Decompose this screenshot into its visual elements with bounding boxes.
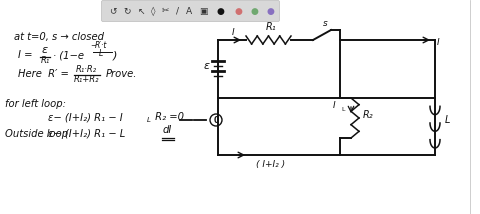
Text: R₂ =0: R₂ =0 — [152, 112, 184, 122]
Text: ↺: ↺ — [109, 6, 117, 15]
Text: L: L — [99, 49, 103, 58]
Text: R₁·R₂: R₁·R₂ — [76, 65, 97, 74]
Text: R₁+R₂: R₁+R₂ — [74, 75, 99, 84]
Text: Outside loop: Outside loop — [5, 129, 68, 139]
Text: I =: I = — [18, 50, 33, 60]
Text: ε: ε — [42, 45, 48, 55]
Text: for left loop:: for left loop: — [5, 99, 66, 109]
Text: I: I — [333, 101, 336, 110]
Text: ●: ● — [266, 6, 274, 15]
Text: /: / — [176, 6, 179, 15]
Text: · (1−e: · (1−e — [53, 50, 84, 60]
Text: ◊: ◊ — [151, 6, 155, 16]
Text: Prove.: Prove. — [106, 69, 137, 79]
Text: ): ) — [113, 50, 118, 60]
Text: ●: ● — [216, 6, 224, 15]
Text: A: A — [186, 6, 192, 15]
FancyBboxPatch shape — [101, 0, 279, 21]
Text: L: L — [147, 117, 151, 123]
Text: ●: ● — [234, 6, 242, 15]
Text: ε: ε — [204, 61, 210, 71]
Text: ▣: ▣ — [199, 6, 207, 15]
Text: L: L — [341, 107, 345, 112]
Text: ( I+I₂ ): ( I+I₂ ) — [256, 160, 285, 169]
Text: ε− (I+I₂) R₁ − I: ε− (I+I₂) R₁ − I — [48, 112, 123, 122]
Text: I: I — [437, 38, 440, 47]
Text: Here  R′ =: Here R′ = — [18, 69, 69, 79]
Text: R₁: R₁ — [266, 22, 276, 32]
Text: L: L — [445, 115, 450, 125]
Text: ●: ● — [250, 6, 258, 15]
Text: R₂: R₂ — [363, 110, 373, 120]
Text: ε− (I+I₂) R₁ − L: ε− (I+I₂) R₁ − L — [48, 129, 125, 139]
Text: ↖: ↖ — [137, 6, 145, 15]
Text: I: I — [232, 28, 235, 37]
Text: R₁: R₁ — [41, 56, 50, 65]
Text: ✂: ✂ — [161, 6, 169, 15]
Text: 0: 0 — [214, 116, 218, 125]
Text: ↻: ↻ — [123, 6, 131, 15]
Text: −: − — [90, 43, 96, 49]
Text: dI: dI — [163, 125, 172, 135]
Text: at t=0, s → closed: at t=0, s → closed — [14, 32, 104, 42]
Text: R′·t: R′·t — [95, 41, 108, 50]
Text: s: s — [323, 19, 328, 28]
